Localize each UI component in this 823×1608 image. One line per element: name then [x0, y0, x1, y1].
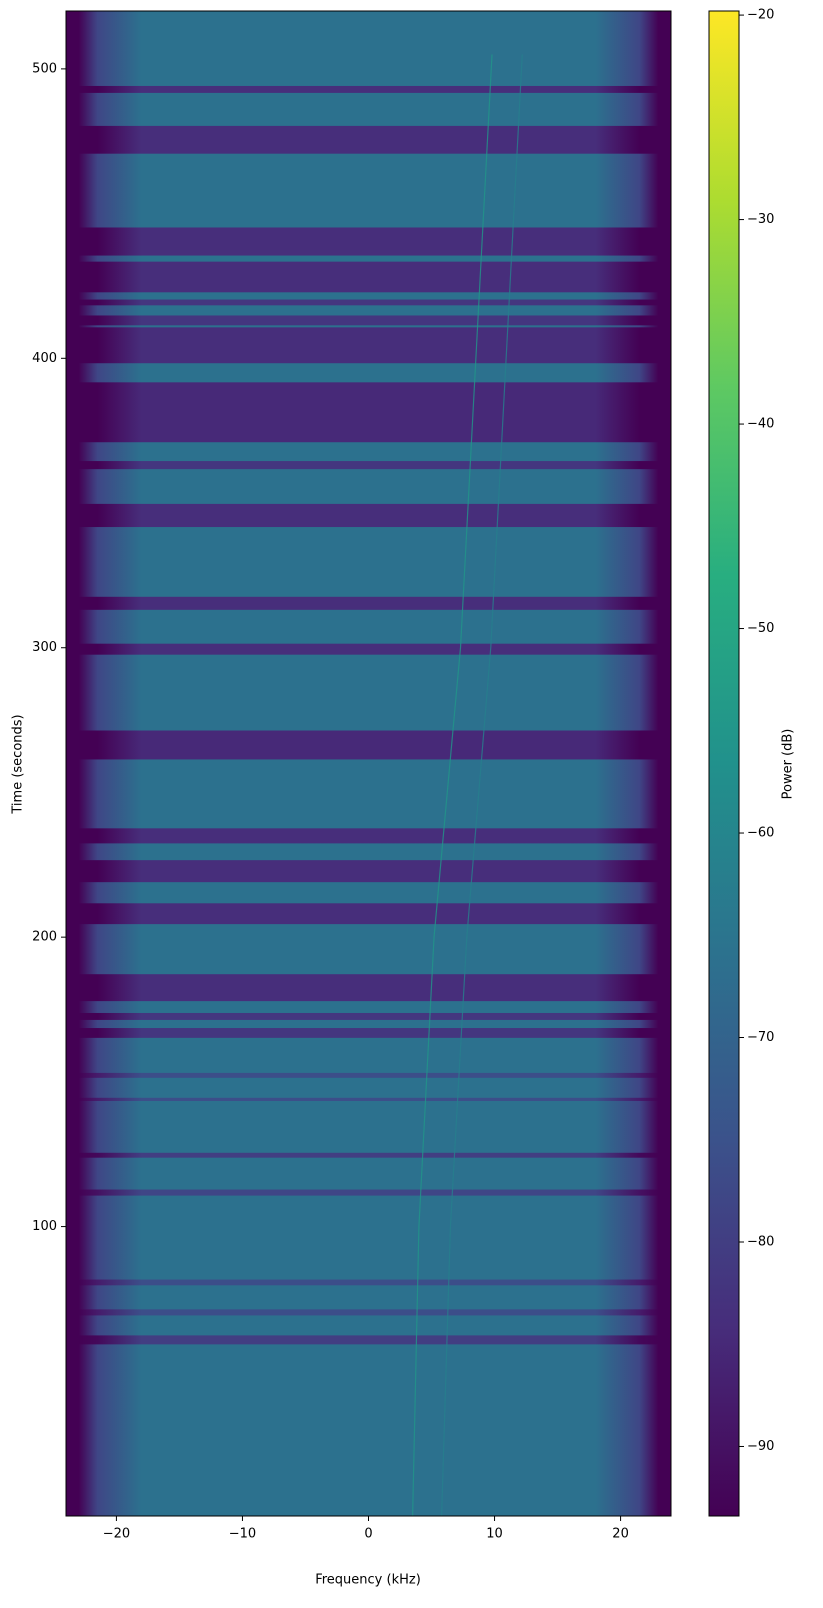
spectrogram-band [66, 382, 671, 443]
spectrogram-band [66, 1309, 671, 1316]
spectrogram-band [66, 1072, 671, 1078]
colorbar-tick-label: −20 [747, 8, 774, 23]
colorbar-tick-label: −40 [747, 417, 774, 432]
x-tick-label: −20 [103, 1527, 130, 1542]
spectrogram-band [66, 227, 671, 256]
y-tick-label: 500 [32, 61, 57, 76]
spectrogram-band [66, 860, 671, 883]
spectrogram-band [66, 125, 671, 154]
spectrogram-band [66, 1335, 671, 1345]
spectrogram-band [66, 828, 671, 844]
spectrogram-band [66, 903, 671, 925]
colorbar-tick-label: −80 [747, 1234, 774, 1249]
spectrogram-band [66, 461, 671, 470]
signal-track [412, 54, 493, 1517]
spectrogram-band [66, 1028, 671, 1038]
spectrogram-band [66, 327, 671, 364]
y-tick-label: 300 [32, 640, 57, 655]
spectrogram-band [66, 1152, 671, 1158]
colorbar-tick-label: −90 [747, 1439, 774, 1454]
colorbar-tick-label: −70 [747, 1030, 774, 1045]
spectrogram-band [66, 503, 671, 528]
colorbar-tick-label: −50 [747, 621, 774, 636]
colorbar-label: Power (dB) [781, 729, 796, 800]
spectrogram-band [66, 299, 671, 306]
spectrogram-band [66, 261, 671, 293]
colorbar-tick-label: −60 [747, 826, 774, 841]
spectrogram-band [66, 1279, 671, 1286]
spectrogram-band [66, 643, 671, 655]
x-tick-label: 10 [486, 1527, 503, 1542]
signal-track [441, 54, 523, 1517]
spectrogram-band [66, 974, 671, 1002]
x-tick-label: 20 [612, 1527, 629, 1542]
spectrogram-band [66, 85, 671, 93]
y-tick-label: 200 [32, 930, 57, 945]
spectrogram-band [66, 1097, 671, 1101]
spectrogram-band [66, 596, 671, 610]
colorbar-tick-label: −30 [747, 212, 774, 227]
spectrogram-band [66, 1189, 671, 1196]
spectrogram-band [66, 730, 671, 760]
y-axis-label: Time (seconds) [11, 714, 26, 814]
x-axis-label: Frequency (kHz) [315, 1573, 421, 1588]
x-tick-label: 0 [364, 1527, 372, 1542]
spectrogram-band [66, 1012, 671, 1020]
y-tick-label: 400 [32, 351, 57, 366]
y-tick-label: 100 [32, 1219, 57, 1234]
x-tick-label: −10 [229, 1527, 256, 1542]
colorbar [708, 10, 740, 1517]
spectrogram-band [66, 315, 671, 326]
